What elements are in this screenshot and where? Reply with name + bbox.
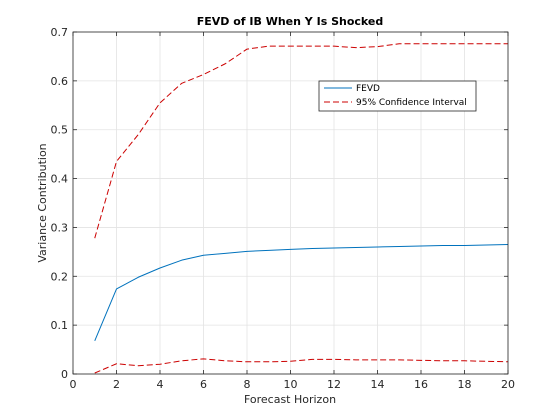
y-tick-label: 0.4 (51, 173, 69, 186)
y-tick-label: 0 (61, 368, 68, 381)
chart-title: FEVD of IB When Y Is Shocked (197, 15, 384, 28)
y-axis-label: Variance Contribution (36, 143, 49, 262)
y-tick-label: 0.1 (51, 319, 69, 332)
x-tick-label: 20 (501, 378, 515, 391)
x-tick-label: 0 (70, 378, 77, 391)
fevd-line (94, 244, 509, 341)
y-tick-label: 0.6 (51, 75, 69, 88)
legend: FEVD 95% Confidence Interval (318, 80, 477, 112)
x-tick-label: 6 (200, 378, 207, 391)
y-tick-label: 0.7 (51, 26, 69, 39)
ci-lower-line (94, 358, 509, 374)
legend-ci-label: 95% Confidence Interval (356, 98, 467, 108)
legend-fevd-label: FEVD (356, 84, 380, 94)
legend-box (318, 80, 477, 112)
ci-upper-line (94, 43, 508, 239)
x-tick-label: 10 (284, 378, 298, 391)
tick-marks (72, 31, 509, 375)
x-tick-label: 8 (244, 378, 251, 391)
y-tick-label: 0.3 (51, 221, 69, 234)
x-tick-label: 4 (157, 378, 164, 391)
x-tick-label: 12 (327, 378, 341, 391)
series-group (94, 43, 509, 374)
x-tick-label: 16 (414, 378, 428, 391)
y-tick-label: 0.5 (51, 124, 69, 137)
x-tick-label: 18 (458, 378, 472, 391)
x-axis-label: Forecast Horizon (244, 393, 336, 406)
y-tick-label: 0.2 (51, 270, 69, 283)
x-tick-labels: 0 2 4 6 8 10 12 14 16 18 20 (70, 378, 516, 391)
y-tick-labels: 0 0.1 0.2 0.3 0.4 0.5 0.6 0.7 (51, 26, 69, 381)
x-tick-label: 14 (371, 378, 385, 391)
x-tick-label: 2 (113, 378, 120, 391)
